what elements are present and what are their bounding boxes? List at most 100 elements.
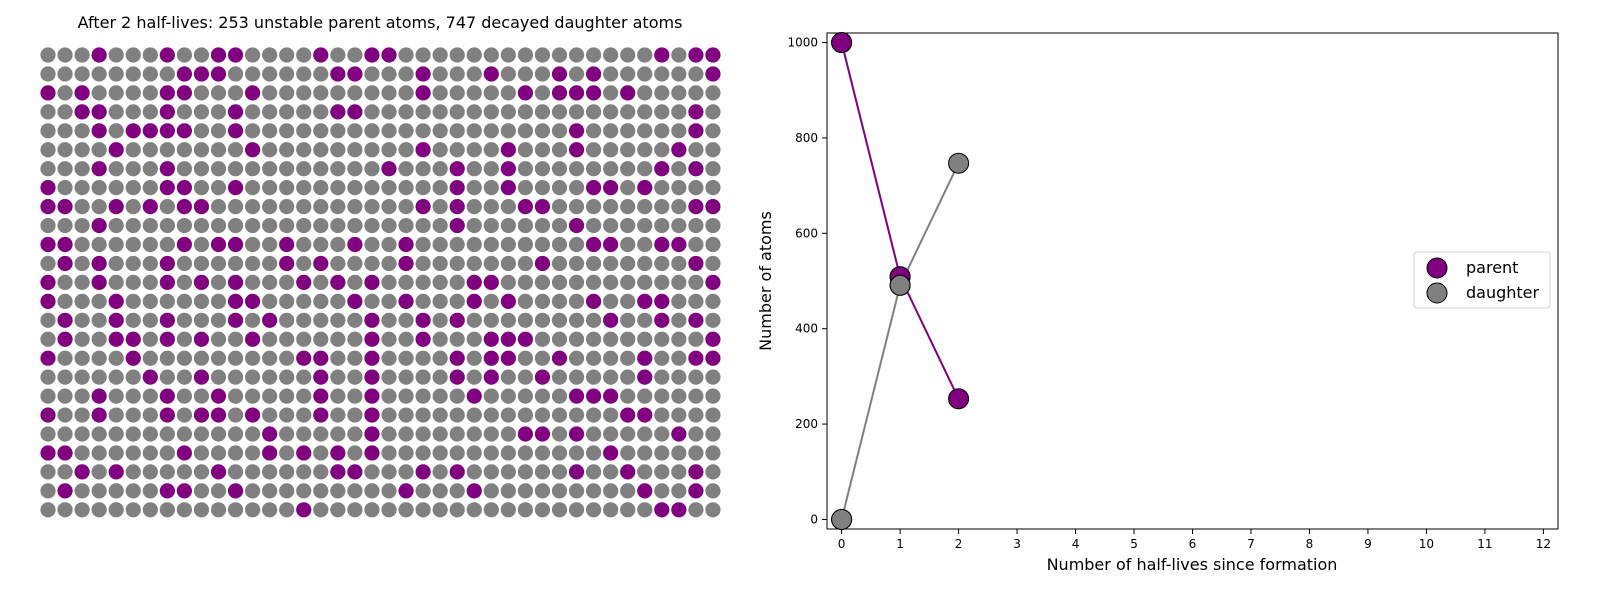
daughter-atom <box>483 407 499 423</box>
daughter-atom <box>364 66 380 82</box>
daughter-atom <box>688 142 704 158</box>
daughter-atom <box>705 293 721 309</box>
daughter-atom <box>688 66 704 82</box>
daughter-atom <box>176 161 192 177</box>
parent-atom <box>40 350 56 366</box>
parent-atom <box>364 388 380 404</box>
daughter-atom <box>466 426 482 442</box>
daughter-atom <box>330 236 346 253</box>
daughter-atom <box>176 142 192 158</box>
daughter-atom <box>671 217 687 234</box>
daughter-atom <box>210 161 227 177</box>
daughter-atom <box>449 104 465 120</box>
daughter-atom <box>279 312 295 328</box>
daughter-atom <box>398 217 414 234</box>
parent-atom <box>210 236 227 253</box>
x-tick-label: 7 <box>1247 537 1255 551</box>
daughter-atom <box>483 483 499 499</box>
daughter-atom <box>705 180 721 196</box>
daughter-atom <box>262 236 278 253</box>
parent-atom <box>568 85 585 101</box>
daughter-atom <box>210 483 227 499</box>
daughter-atom <box>432 502 448 518</box>
x-axis-ticks: 0 1 2 3 4 5 6 7 8 9 10 11 12 <box>838 529 1551 551</box>
parent-atom <box>40 293 56 309</box>
daughter-atom <box>654 426 670 442</box>
daughter-atom <box>671 123 687 139</box>
daughter-atom <box>620 331 636 347</box>
parent-atom <box>586 236 602 253</box>
daughter-atom <box>483 104 499 120</box>
parent-atom <box>40 236 56 253</box>
parent-atom <box>176 66 192 82</box>
x-tick-label: 9 <box>1364 537 1372 551</box>
daughter-atom <box>637 85 653 101</box>
daughter-atom <box>142 274 158 290</box>
daughter-atom <box>620 388 636 404</box>
daughter-atom <box>500 255 516 272</box>
daughter-atom <box>603 350 619 366</box>
daughter-atom <box>176 350 192 366</box>
daughter-atom <box>159 236 175 253</box>
daughter-atom <box>654 464 670 480</box>
daughter-atom <box>398 47 414 63</box>
daughter-atom <box>449 47 465 63</box>
daughter-atom <box>227 388 244 404</box>
daughter-atom <box>40 104 56 120</box>
daughter-atom <box>603 217 619 234</box>
daughter-atom <box>125 445 141 461</box>
daughter-atom <box>330 407 346 423</box>
daughter-atom <box>142 502 158 518</box>
parent-atom <box>568 123 585 139</box>
daughter-atom <box>534 445 551 461</box>
parent-atom <box>586 180 602 196</box>
daughter-atom <box>193 312 210 328</box>
legend: parent daughter <box>1413 251 1551 309</box>
daughter-atom <box>603 123 619 139</box>
daughter-atom <box>279 217 295 234</box>
daughter-atom <box>620 104 636 120</box>
daughter-atom <box>534 142 551 158</box>
parent-atom <box>671 236 687 253</box>
parent-atom <box>176 85 192 101</box>
daughter-atom <box>500 199 516 215</box>
parent-atom <box>176 445 192 461</box>
daughter-atom <box>432 426 448 442</box>
daughter-atom <box>705 426 721 442</box>
daughter-atom <box>654 199 670 215</box>
daughter-atom <box>500 312 516 328</box>
parent-atom <box>125 350 141 366</box>
daughter-atom <box>586 217 602 234</box>
parent-atom <box>159 161 175 177</box>
daughter-atom <box>40 369 56 385</box>
parent-atom <box>551 85 568 101</box>
daughter-atom <box>125 388 141 404</box>
parent-atom <box>296 274 312 290</box>
daughter-atom <box>586 123 602 139</box>
parent-atom <box>330 445 346 461</box>
parent-atom <box>364 407 380 423</box>
parent-atom <box>108 331 124 347</box>
daughter-atom <box>313 483 329 499</box>
daughter-atom <box>74 161 90 177</box>
daughter-atom <box>74 123 90 139</box>
parent-atom <box>364 312 380 328</box>
daughter-atom <box>637 47 653 63</box>
daughter-atom <box>91 66 107 82</box>
daughter-atom <box>637 388 653 404</box>
daughter-atom <box>415 426 431 442</box>
parent-atom <box>381 161 397 177</box>
daughter-atom <box>483 388 499 404</box>
daughter-atom <box>262 66 278 82</box>
daughter-atom <box>313 66 329 82</box>
daughter-atom <box>517 66 534 82</box>
daughter-atom <box>57 161 73 177</box>
daughter-atom <box>654 142 670 158</box>
daughter-atom <box>125 312 141 328</box>
parent-atom <box>500 293 516 309</box>
daughter-atom <box>398 331 414 347</box>
daughter-atom <box>415 407 431 423</box>
daughter-atom <box>313 104 329 120</box>
daughter-atom <box>654 369 670 385</box>
daughter-atom <box>466 47 482 63</box>
